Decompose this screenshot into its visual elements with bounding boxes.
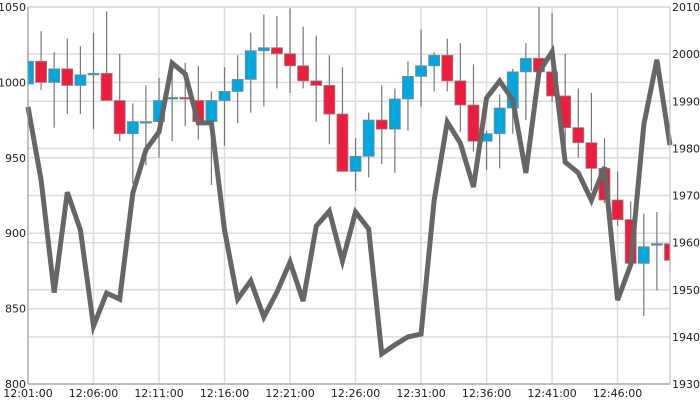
gridlines — [28, 7, 670, 384]
y-right-tick-label: 1970 — [672, 190, 700, 203]
x-tick-label: 12:26:00 — [331, 387, 380, 400]
candle-body-down — [101, 73, 112, 100]
y-right-tick-label: 2010 — [672, 1, 700, 14]
candle — [298, 27, 309, 89]
candle — [638, 214, 649, 317]
candle — [285, 9, 296, 93]
candle-body-up — [402, 76, 413, 99]
y-left-tick-label: 800 — [5, 378, 26, 391]
x-tick-label: 12:31:00 — [396, 387, 445, 400]
candle — [468, 64, 479, 151]
x-tick-label: 12:06:00 — [69, 387, 118, 400]
candle — [101, 12, 112, 101]
x-tick-label: 12:36:00 — [462, 387, 511, 400]
candle-body-down — [324, 85, 335, 114]
candle — [271, 16, 282, 88]
x-tick-label: 12:41:00 — [527, 387, 576, 400]
candle — [219, 67, 230, 145]
x-tick-label: 12:11:00 — [134, 387, 183, 400]
candle-body-down — [114, 100, 125, 133]
y-right-tick-label: 1960 — [672, 237, 700, 250]
candle-body-up — [127, 122, 138, 134]
candle — [75, 46, 86, 114]
y-right-tick-label: 1950 — [672, 284, 700, 297]
x-tick-label: 12:21:00 — [265, 387, 314, 400]
candle-body-up — [28, 61, 34, 84]
y-right-tick-label: 1940 — [672, 331, 700, 344]
candle-body-up — [350, 156, 361, 171]
candle — [88, 33, 99, 130]
candle-body-down — [376, 120, 387, 129]
candle-body-up — [520, 58, 531, 72]
y-left-tick-label: 950 — [5, 152, 26, 165]
y-left-tick-label: 850 — [5, 303, 26, 316]
candle — [114, 54, 125, 141]
candle-body-down — [586, 143, 597, 169]
y-right-tick-label: 2000 — [672, 48, 700, 61]
candle-body-up — [389, 99, 400, 129]
candle-body-up — [363, 120, 374, 156]
candle-body-up — [258, 48, 269, 51]
candle-body-down — [271, 48, 282, 54]
candle-body-down — [62, 69, 73, 86]
candle-body-down — [298, 66, 309, 81]
candle — [402, 61, 413, 130]
candle — [573, 88, 584, 157]
y-right-tick-label: 1930 — [672, 378, 700, 391]
candle-body-up — [416, 66, 427, 77]
candle-body-up — [232, 79, 243, 91]
candle-body-up — [206, 100, 217, 121]
candle — [62, 39, 73, 114]
candle-body-down — [573, 128, 584, 143]
candle — [127, 104, 138, 184]
candle-body-up — [167, 97, 178, 99]
candle-body-down — [612, 200, 623, 220]
y-right-tick-label: 1990 — [672, 95, 700, 108]
candle — [442, 39, 453, 92]
candle-body-down — [36, 61, 47, 82]
candle — [258, 15, 269, 107]
candle-body-down — [285, 54, 296, 66]
candle-body-down — [442, 55, 453, 81]
candle — [350, 138, 361, 191]
candle — [324, 55, 335, 144]
candle — [612, 171, 623, 225]
y-left-tick-label: 900 — [5, 227, 26, 240]
candle-body-up — [88, 73, 99, 75]
x-tick-label: 12:16:00 — [200, 387, 249, 400]
candle — [311, 36, 322, 122]
candle-body-up — [494, 108, 505, 134]
candle — [651, 212, 662, 290]
candle — [363, 113, 374, 178]
x-tick-label: 12:46:00 — [593, 387, 642, 400]
candle-body-up — [49, 69, 60, 83]
candle-body-up — [429, 55, 440, 66]
candle-body-up — [651, 244, 662, 246]
candle — [376, 85, 387, 163]
candle-body-up — [140, 122, 151, 124]
candle-body-up — [219, 91, 230, 100]
candle-body-up — [638, 247, 649, 264]
candle — [429, 52, 440, 91]
y-left-tick-label: 1000 — [0, 76, 26, 89]
candle-body-down — [337, 114, 348, 171]
candle — [232, 55, 243, 123]
candle — [416, 30, 427, 107]
candle — [389, 88, 400, 172]
candle — [49, 52, 60, 127]
candle — [36, 31, 47, 90]
candle-body-down — [468, 105, 479, 141]
candle — [455, 43, 466, 132]
candle-body-up — [245, 51, 256, 80]
candle-body-down — [311, 81, 322, 86]
candle-body-down — [665, 244, 671, 261]
candle-body-down — [455, 81, 466, 105]
candle — [586, 93, 597, 191]
y-left-tick-label: 1050 — [0, 1, 26, 14]
y-right-tick-label: 1980 — [672, 142, 700, 155]
candle-body-up — [75, 75, 86, 86]
